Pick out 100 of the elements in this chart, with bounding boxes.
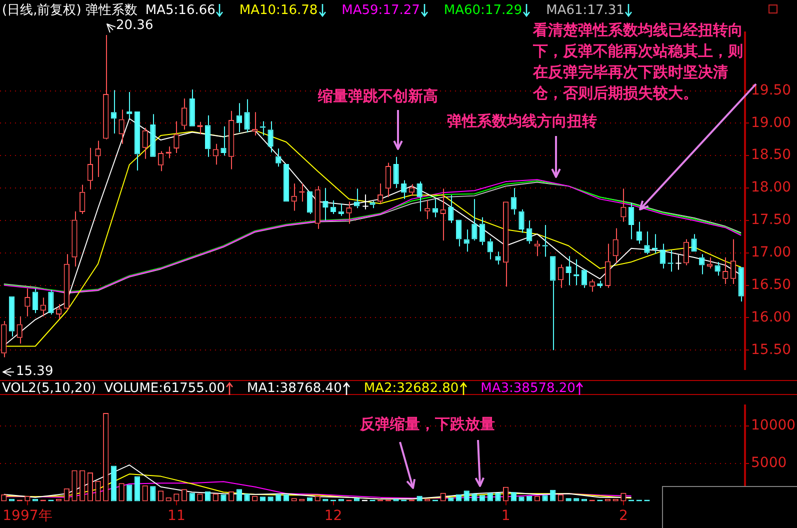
candlestick <box>8 296 15 338</box>
candlestick <box>110 90 117 134</box>
candlestick <box>604 243 611 288</box>
candlestick <box>276 148 282 168</box>
text: MA59:17.27 <box>342 3 421 18</box>
y-tick-label: 15.50 <box>751 342 792 358</box>
text: MA5:16.66 <box>145 3 216 18</box>
annotation: 弹性系数均线方向扭转 <box>447 111 597 132</box>
candlestick <box>691 234 697 252</box>
bar <box>550 490 556 502</box>
candlestick <box>134 112 140 172</box>
annotation: 缩量弹跳不创新高 <box>318 86 438 107</box>
x-tick-label: 2 <box>618 508 628 524</box>
candlestick <box>87 147 94 190</box>
candlestick <box>244 98 250 133</box>
candlestick <box>150 114 156 157</box>
annotation: 看清楚弹性系数均线已经扭转向下，反弹不能再次站稳其上，则在反弹完毕再次下跌时坚决清仓，否则后期损失较大。 <box>533 20 744 104</box>
candlestick <box>362 194 369 210</box>
candlestick <box>393 156 399 189</box>
x-tick-label: 11 <box>168 508 186 524</box>
candlestick <box>550 256 556 351</box>
candlestick <box>72 210 78 267</box>
candlestick <box>330 200 336 214</box>
annotation: 反弹缩量，下跌放量 <box>360 414 495 435</box>
candlestick <box>424 200 430 220</box>
y-tick-label: 10000 <box>751 417 796 434</box>
bar <box>134 476 140 502</box>
y-tick-label: 18.00 <box>751 180 792 196</box>
y-tick-label: 19.50 <box>751 82 792 98</box>
x-tick-label: 1 <box>501 508 510 524</box>
chart-title: VOL2(5,10,20) <box>2 381 96 396</box>
candlestick <box>730 238 736 285</box>
candlestick <box>510 188 516 216</box>
annotation: 20.36 <box>116 18 154 34</box>
candlestick <box>306 191 313 214</box>
candlestick <box>32 288 38 314</box>
candlestick <box>354 188 360 209</box>
candlestick <box>268 120 274 153</box>
bar <box>236 489 242 502</box>
candlestick <box>416 181 422 212</box>
candlestick <box>464 229 470 252</box>
candlestick <box>487 238 493 260</box>
candlestick <box>142 127 148 160</box>
legend-label: MA1:38768.40 <box>247 381 343 396</box>
bar <box>126 484 132 502</box>
legend-label: MA3:38578.20 <box>480 381 576 396</box>
legend-label: MA2:32682.80 <box>364 381 460 396</box>
candlestick <box>526 220 532 244</box>
candlestick <box>48 289 54 315</box>
candlestick <box>174 120 180 154</box>
chart-title: (日线,前复权) 弹性系数 <box>2 3 138 18</box>
candlestick <box>472 198 478 242</box>
bar <box>150 486 156 502</box>
candlestick <box>738 267 744 302</box>
candlestick <box>220 126 226 156</box>
candlestick <box>314 186 320 230</box>
candlestick <box>385 162 392 198</box>
y-tick-label: 16.00 <box>751 309 792 326</box>
x-tick-label: 12 <box>324 508 342 524</box>
candlestick <box>158 150 164 172</box>
candlestick <box>581 270 588 288</box>
candlestick <box>228 110 234 170</box>
bar <box>464 490 470 502</box>
candlestick <box>612 228 618 264</box>
y-tick-label: 19.00 <box>751 114 792 131</box>
candlestick <box>432 198 438 218</box>
y-tick-label: 17.50 <box>751 212 792 228</box>
candlestick <box>24 288 30 317</box>
candlestick <box>495 251 501 266</box>
candlestick <box>64 254 70 310</box>
text: MA61:17.31 <box>546 3 626 18</box>
candlestick <box>16 316 22 344</box>
bar <box>204 491 211 502</box>
candlestick <box>80 184 86 214</box>
candlestick <box>479 216 486 246</box>
text: MA10:16.78 <box>239 3 319 18</box>
candlestick <box>699 254 705 275</box>
candlestick <box>660 243 666 269</box>
candlestick <box>236 102 242 133</box>
bar <box>110 466 117 502</box>
candlestick <box>518 208 524 234</box>
x-tick-label: 1997年 <box>2 508 52 524</box>
y-tick-label: 16.50 <box>751 276 792 293</box>
y-tick-label: 5000 <box>751 455 787 472</box>
candlestick <box>675 254 682 270</box>
candlestick <box>103 34 109 139</box>
candlestick <box>714 261 720 276</box>
text: MA60:17.29 <box>444 3 524 18</box>
candlestick <box>204 114 211 158</box>
candlestick <box>644 230 650 255</box>
y-tick-label: 17.00 <box>751 244 792 261</box>
y-tick-label: 18.50 <box>751 147 792 164</box>
candlestick <box>502 202 509 288</box>
candlestick <box>118 109 124 144</box>
candlestick <box>456 220 462 247</box>
legend-label: VOLUME:61755.00 <box>104 381 226 396</box>
candlestick <box>448 194 454 224</box>
candlestick <box>620 188 626 222</box>
candlestick <box>628 202 634 240</box>
annotation: 15.39 <box>16 364 54 380</box>
